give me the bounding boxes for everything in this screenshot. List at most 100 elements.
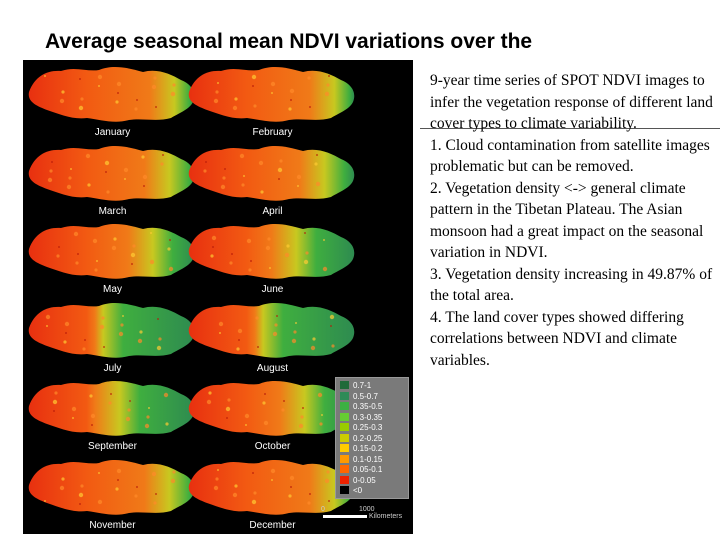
- body-paragraph-4: 4. The land cover types showed differing…: [430, 308, 684, 369]
- map-texture-dot: [298, 423, 304, 429]
- map-texture-dot: [134, 107, 138, 111]
- map-texture-dot: [213, 485, 219, 490]
- map-texture-dot: [317, 392, 323, 398]
- map-texture-dot: [94, 268, 98, 272]
- map-texture-dot: [158, 336, 162, 341]
- map-texture-dot: [321, 414, 323, 416]
- map-texture-dot: [290, 485, 292, 488]
- map-texture-dot: [98, 85, 100, 87]
- map-texture-dot: [262, 401, 266, 405]
- map-texture-dot: [217, 468, 219, 471]
- map-texture-dot: [255, 315, 259, 320]
- legend-swatch: [340, 475, 349, 484]
- legend-swatch: [340, 465, 349, 473]
- map-texture-dot: [289, 475, 295, 480]
- map-texture-dot: [150, 232, 152, 234]
- plateau-shape: [28, 459, 195, 515]
- plateau-map-march: [28, 145, 195, 201]
- map-texture-dot: [163, 392, 169, 398]
- map-texture-dot: [160, 161, 164, 166]
- map-texture-dot: [170, 478, 176, 483]
- map-texture-dot: [169, 239, 171, 241]
- map-texture-dot: [257, 345, 259, 348]
- map-texture-dot: [302, 407, 304, 409]
- map-texture-dot: [84, 338, 86, 341]
- map-texture-dot: [238, 338, 240, 341]
- month-label: March: [98, 205, 127, 217]
- map-texture-dot: [319, 422, 323, 426]
- legend-swatch: [340, 454, 349, 463]
- map-texture-dot: [224, 167, 226, 170]
- month-map-september: September: [25, 376, 200, 452]
- plateau-map-august: [188, 302, 355, 358]
- map-texture-dot: [172, 83, 176, 87]
- map-texture-dot: [286, 244, 290, 248]
- legend-label: 0.25-0.3: [353, 423, 383, 432]
- body-paragraph-intro: 9-year time series of SPOT NDVI images t…: [430, 72, 713, 132]
- plateau-map-january: [28, 66, 195, 122]
- month-label: August: [256, 362, 289, 374]
- map-texture-dot: [251, 499, 257, 504]
- map-texture-dot: [59, 98, 65, 104]
- map-texture-dot: [304, 232, 306, 234]
- legend-entry: 0.5-0.7: [340, 391, 404, 402]
- map-texture-dot: [172, 469, 176, 474]
- map-texture-dot: [103, 345, 105, 348]
- map-texture-dot: [54, 391, 58, 395]
- map-texture-dot: [246, 238, 252, 244]
- map-texture-dot: [303, 259, 309, 265]
- map-texture-dot: [277, 167, 283, 172]
- map-texture-dot: [153, 76, 157, 80]
- map-texture-dot: [270, 468, 276, 473]
- map-texture-dot: [245, 424, 247, 426]
- map-texture-dot: [75, 261, 79, 265]
- map-texture-dot: [253, 490, 257, 495]
- month-label: May: [103, 284, 122, 295]
- month-label: January: [94, 127, 131, 138]
- map-texture-dot: [110, 393, 112, 395]
- divider-line: [420, 128, 720, 129]
- plateau-shape: [188, 380, 355, 436]
- map-texture-dot: [329, 314, 335, 319]
- map-texture-dot: [87, 182, 91, 187]
- map-texture-dot: [281, 408, 285, 412]
- map-texture-dot: [215, 90, 219, 94]
- map-texture-dot: [82, 346, 86, 351]
- map-texture-dot: [143, 184, 145, 187]
- map-texture-dot: [59, 485, 65, 490]
- map-texture-dot: [248, 268, 252, 272]
- map-texture-dot: [92, 238, 98, 244]
- map-texture-dot: [136, 485, 138, 488]
- legend-label: 0.5-0.7: [353, 391, 378, 401]
- map-texture-dot: [79, 78, 81, 80]
- map-texture-dot: [225, 406, 231, 412]
- map-texture-dot: [263, 420, 269, 426]
- month-map-may: May: [25, 219, 200, 295]
- map-texture-dot: [73, 231, 79, 237]
- map-texture-dot: [68, 175, 72, 180]
- map-texture-dot: [241, 182, 245, 187]
- plateau-shape: [28, 66, 195, 122]
- map-texture-dot: [310, 345, 316, 350]
- map-texture-dot: [331, 343, 335, 348]
- map-texture-dot: [111, 245, 117, 251]
- map-texture-dot: [61, 476, 65, 481]
- month-label: September: [88, 441, 137, 452]
- map-texture-dot: [324, 478, 330, 483]
- legend-label: 0.2-0.25: [353, 433, 383, 443]
- month-map-february: February: [185, 62, 360, 138]
- map-texture-dot: [80, 97, 84, 101]
- legend-entry: 0.2-0.25: [340, 433, 404, 444]
- map-texture-dot: [307, 500, 311, 505]
- legend-label: 0-0.05: [353, 475, 376, 485]
- map-texture-dot: [274, 322, 278, 327]
- map-texture-dot: [208, 391, 212, 395]
- map-texture-dot: [215, 476, 219, 481]
- legend-label: 0.3-0.35: [353, 412, 383, 422]
- map-texture-dot: [45, 314, 51, 319]
- map-texture-dot: [234, 483, 238, 488]
- legend-entry: 0.15-0.2: [340, 444, 404, 454]
- map-texture-dot: [116, 468, 122, 473]
- legend-entry: 0.3-0.35: [340, 412, 404, 423]
- map-texture-dot: [90, 413, 96, 419]
